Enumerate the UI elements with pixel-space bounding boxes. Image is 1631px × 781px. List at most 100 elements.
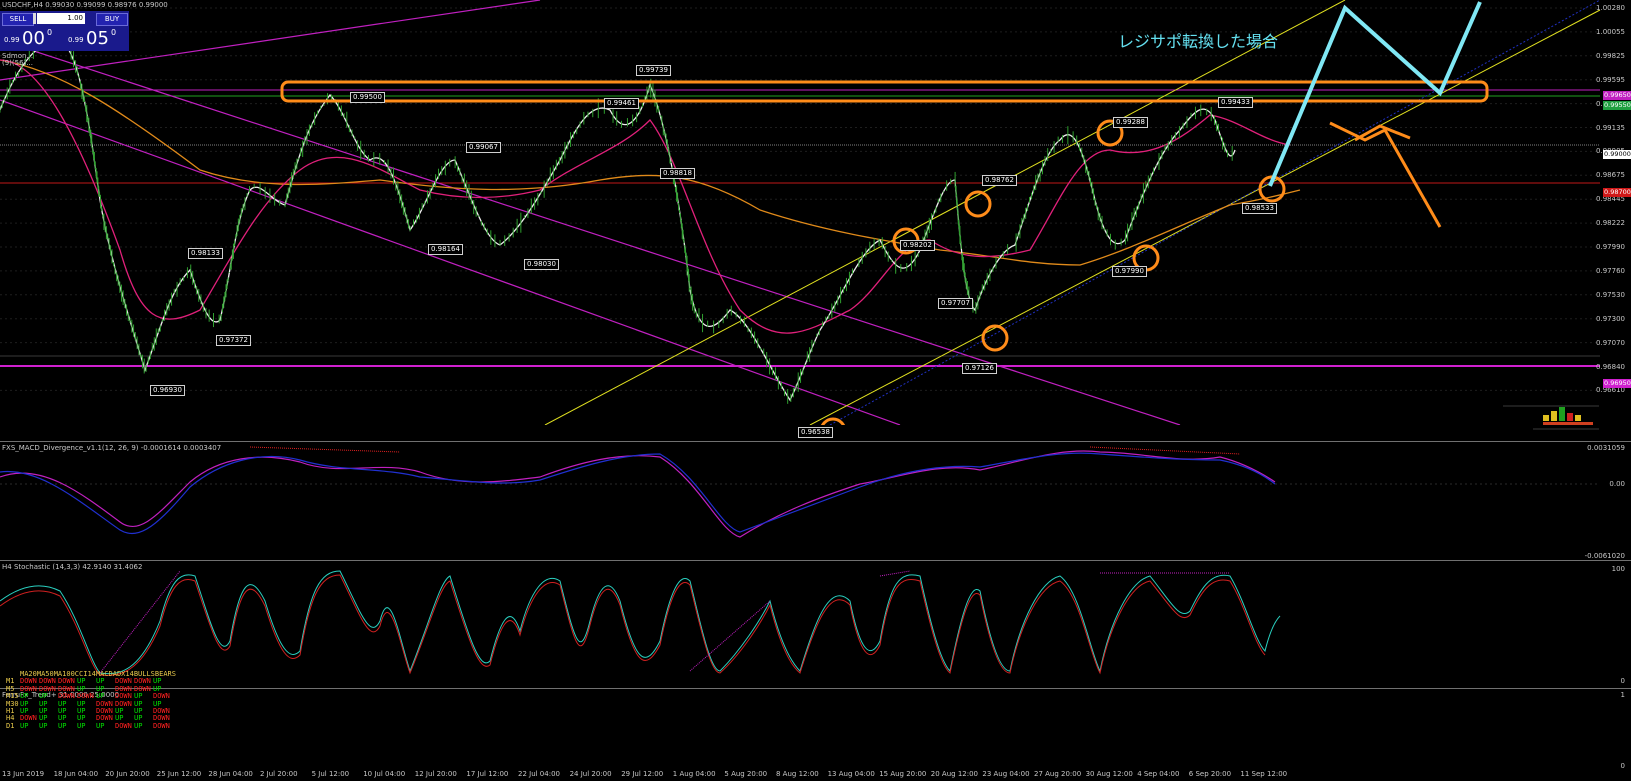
trend-header: MA100: [53, 670, 75, 678]
trend-timeframe: M1: [6, 677, 15, 686]
time-axis-label: 6 Sep 20:00: [1188, 770, 1232, 778]
trend-header: CCI14: [74, 670, 96, 678]
annotation-text: レジサポ転換した場合: [1118, 32, 1279, 51]
price-label: 0.98818: [660, 168, 695, 179]
macd-pane[interactable]: FXS_MACD_Divergence_v1.1(12, 26, 9) -0.0…: [0, 441, 1631, 560]
sell-price-display[interactable]: 0.99 00 0: [4, 28, 53, 49]
trend-cell: DOWN: [96, 699, 113, 708]
scenario-path-cyan: [1268, 1, 1482, 187]
time-axis-label: 25 Jun 12:00: [156, 770, 202, 778]
price-label: 0.97126: [962, 363, 997, 374]
scenario-path-orange-branch: [1354, 124, 1411, 142]
price-label: 0.98164: [428, 244, 463, 255]
buy-button[interactable]: BUY: [96, 13, 128, 26]
trend-cell: UP: [39, 706, 48, 715]
axis-tag-magenta: 0.99650: [1603, 91, 1631, 100]
trend-cell: UP: [134, 692, 143, 701]
time-axis-label: 5 Jul 12:00: [311, 770, 350, 778]
trend-cell: DOWN: [115, 699, 132, 708]
price-axis-label: 0.97300: [1596, 314, 1625, 323]
price-label: 0.96930: [150, 385, 185, 396]
time-axis-label: 29 Jul 12:00: [621, 770, 664, 778]
price-label: 0.98762: [982, 175, 1017, 186]
time-axis-label: 17 Jul 12:00: [466, 770, 509, 778]
blue-trendline: [829, 0, 1601, 425]
stochastic-axis-top: 100: [1611, 565, 1625, 573]
trend-row: D1 UP UP UP UP UP DOWN UP DOWN: [6, 721, 176, 730]
trend-header: BULLS: [133, 670, 155, 678]
trend-row: M1 DOWN DOWN DOWN UP UP DOWN DOWN UP: [6, 677, 176, 686]
trend-cell: UP: [77, 699, 86, 708]
stochastic-title: H4 Stochastic (14,3,3) 42.9140 31.4062: [2, 563, 143, 571]
trend-cell: DOWN: [96, 714, 113, 723]
trend-cell: UP: [96, 692, 105, 701]
trend-header: BEARS: [154, 670, 176, 678]
trend-cell: UP: [77, 714, 86, 723]
trend-cell: DOWN: [153, 692, 170, 701]
time-axis-label: 20 Aug 12:00: [930, 770, 978, 778]
trend-pane[interactable]: FerruFx_Trend+ 31.0000 25.0000 1 0: [0, 688, 1631, 770]
trend-cell: DOWN: [58, 692, 75, 701]
time-axis-label: 23 Aug 04:00: [982, 770, 1030, 778]
trend-cell: DOWN: [20, 714, 37, 723]
axis-tag-current: 0.99000: [1603, 150, 1631, 159]
trend-cell: UP: [20, 706, 29, 715]
buy-price-display[interactable]: 0.99 05 0: [68, 28, 117, 49]
price-line: [0, 39, 1236, 402]
trend-cell: UP: [153, 677, 162, 686]
price-axis-label: 0.96840: [1596, 362, 1625, 371]
axis-tag-green: 0.99550: [1603, 101, 1631, 110]
price-axis-label: 0.97760: [1596, 266, 1625, 275]
time-axis-label: 4 Sep 04:00: [1137, 770, 1180, 778]
touch-circle-3: [964, 190, 992, 218]
price-chart-pane[interactable]: USDCHF,H4 0.99030 0.99099 0.98976 0.9900…: [0, 0, 1631, 438]
trend-cell: UP: [20, 692, 29, 701]
stochastic-axis-bottom: 0: [1620, 677, 1625, 685]
trend-timeframe: H1: [6, 706, 15, 715]
trend-cell: UP: [96, 721, 105, 730]
macd-title: FXS_MACD_Divergence_v1.1(12, 26, 9) -0.0…: [2, 444, 222, 452]
indicator-info-1: Sdmon...: [2, 52, 34, 60]
trend-cell: DOWN: [58, 677, 75, 686]
trend-cell: UP: [77, 721, 86, 730]
trend-cell: DOWN: [153, 714, 170, 723]
time-axis-label: 5 Aug 20:00: [724, 770, 768, 778]
price-axis-label: 0.98675: [1596, 171, 1625, 180]
trend-cell: UP: [20, 699, 29, 708]
macd-main-line: [0, 452, 1276, 535]
trend-cell: UP: [77, 684, 86, 693]
one-click-trade-panel: SELL BUY 0.99 00 0 0.99 05 0: [0, 11, 129, 51]
stochastic-pane[interactable]: H4 Stochastic (14,3,3) 42.9140 31.4062 1…: [0, 560, 1631, 688]
ascending-channel-top: [544, 0, 1346, 425]
descending-trendline-bottom: [0, 99, 901, 425]
macd-signal-line: [0, 450, 1276, 538]
trend-header: ADX14: [112, 670, 134, 678]
moving-average-orange: [0, 59, 1301, 266]
trend-cell: UP: [77, 706, 86, 715]
trend-cell: UP: [58, 721, 67, 730]
price-axis-label: 1.00280: [1596, 4, 1625, 12]
trend-cell: UP: [115, 706, 124, 715]
time-axis-label: 1 Aug 04:00: [672, 770, 716, 778]
macd-axis-bottom: -0.0061020: [1584, 552, 1625, 560]
sell-button[interactable]: SELL: [2, 13, 34, 26]
lot-size-input[interactable]: [37, 13, 85, 24]
trend-cell: DOWN: [115, 684, 132, 693]
price-label: 0.99461: [604, 98, 639, 109]
price-label: 0.98202: [900, 240, 935, 251]
price-axis-label: 0.96610: [1596, 386, 1625, 395]
price-axis-label: 0.98222: [1596, 219, 1625, 228]
trend-cell: UP: [58, 706, 67, 715]
lot-down-button[interactable]: [33, 13, 36, 24]
trend-timeframe: M5: [6, 684, 15, 693]
trend-row: M5 DOWN DOWN DOWN UP UP DOWN DOWN UP: [6, 684, 176, 693]
trend-cell: UP: [39, 721, 48, 730]
macd-axis-zero: 0.00: [1609, 480, 1625, 488]
macd-axis-top: 0.0031059: [1587, 444, 1625, 452]
trend-header: MA50: [36, 670, 54, 678]
price-label: 0.98030: [524, 259, 559, 270]
trend-axis-bottom: 0: [1620, 762, 1625, 770]
moving-average-pink: [0, 59, 1291, 334]
time-axis-label: 2 Jul 20:00: [260, 770, 298, 778]
time-axis-label: 30 Aug 12:00: [1085, 770, 1133, 778]
